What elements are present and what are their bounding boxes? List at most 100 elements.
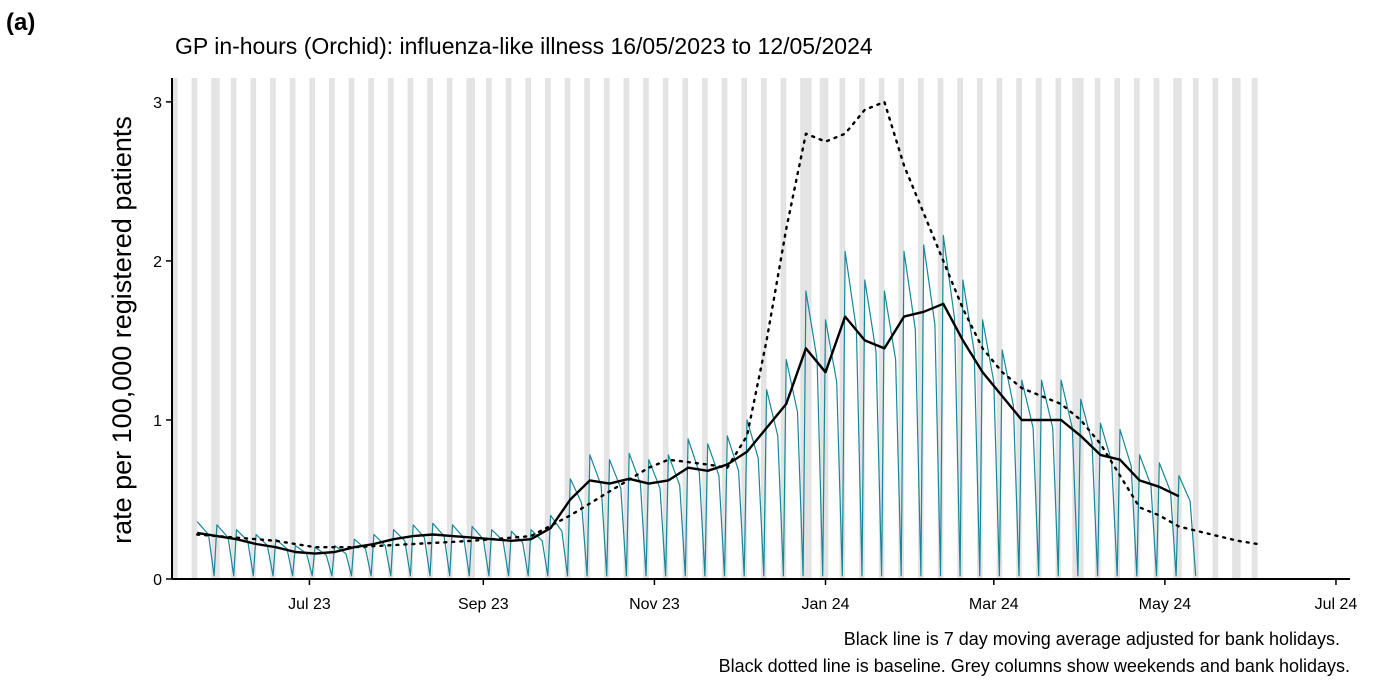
shaded-day	[567, 78, 571, 579]
shaded-day	[1212, 78, 1216, 579]
shaded-day	[643, 78, 647, 579]
y-axis-label: rate per 100,000 registered patients	[107, 116, 137, 544]
shaded-day	[547, 78, 551, 579]
shaded-day	[430, 78, 433, 579]
shaded-day	[1019, 78, 1022, 579]
shaded-day	[216, 78, 220, 579]
shaded-day	[172, 78, 175, 579]
shaded-day	[606, 78, 610, 579]
series-line	[197, 302, 1180, 555]
shaded-day	[191, 78, 195, 579]
shaded-day	[999, 78, 1003, 579]
shaded-day	[584, 78, 588, 579]
x-tick-label: Sep 23	[458, 596, 509, 613]
shaded-day	[960, 78, 963, 579]
axes: 0 1 2 3 Jul 23 Sep 23 Nov 23 Jan 24 Mar 24 May 24…	[153, 78, 1357, 613]
shaded-day	[1094, 78, 1098, 579]
shaded-day	[1232, 78, 1236, 579]
shaded-day	[996, 78, 1000, 579]
shaded-day	[1080, 78, 1084, 579]
shaded-day	[331, 78, 335, 579]
shaded-day	[472, 78, 475, 579]
shaded-day	[230, 78, 234, 579]
shaded-day	[665, 78, 669, 579]
shaded-day	[859, 78, 862, 579]
note: Black dotted line is baseline. Grey colu…	[719, 656, 1350, 676]
shaded-day	[525, 78, 529, 579]
shaded-day	[272, 78, 276, 579]
shaded-day	[174, 78, 178, 579]
shaded-day	[1178, 78, 1182, 579]
shaded-day	[898, 78, 902, 579]
shaded-day	[940, 78, 944, 579]
shaded-day	[976, 78, 980, 579]
shaded-day	[250, 78, 254, 579]
shaded-day	[528, 78, 532, 579]
shaded-day	[878, 78, 882, 579]
y-tick-label: 1	[153, 413, 162, 430]
x-tick-label: Jan 24	[801, 596, 849, 613]
shaded-day	[309, 78, 313, 579]
shaded-day	[626, 78, 630, 579]
shaded-day	[390, 78, 394, 579]
shaded-day	[486, 78, 489, 579]
shaded-day	[819, 78, 823, 579]
shaded-day	[808, 78, 812, 579]
x-tick-label: Mar 24	[969, 596, 1019, 613]
series-line	[196, 234, 1197, 577]
shaded-day	[1254, 78, 1258, 579]
shaded-day	[289, 78, 293, 579]
line-layer	[196, 100, 1259, 577]
shaded-day	[1038, 78, 1042, 579]
shaded-day	[646, 78, 649, 579]
shaded-day	[685, 78, 689, 579]
shaded-day	[1075, 78, 1078, 579]
shaded-day	[253, 78, 257, 579]
shaded-day	[214, 78, 217, 579]
x-tick-label: Jul 23	[288, 596, 331, 613]
shaded-day	[1173, 78, 1177, 579]
shaded-day	[211, 78, 215, 579]
shaded-day	[803, 78, 806, 579]
shaded-day	[1215, 78, 1219, 579]
shaded-day	[702, 78, 705, 579]
shaded-day	[387, 78, 391, 579]
shaded-day	[410, 78, 414, 579]
chart-title: GP in-hours (Orchid): influenza-like ill…	[175, 33, 873, 59]
shaded-day	[469, 78, 473, 579]
shaded-day	[446, 78, 450, 579]
shaded-day	[427, 78, 431, 579]
shaded-day	[1237, 78, 1241, 579]
shaded-day	[901, 78, 905, 579]
shaded-day	[761, 78, 764, 579]
panel-label: (a)	[6, 9, 35, 36]
shaded-day	[587, 78, 590, 579]
x-tick-label: Jul 24	[1315, 596, 1358, 613]
shaded-day	[741, 78, 745, 579]
shaded-day	[368, 78, 372, 579]
shaded-day	[407, 78, 411, 579]
shaded-day	[1035, 78, 1039, 579]
shaded-day	[1016, 78, 1020, 579]
shaded-day	[233, 78, 237, 579]
shaded-day	[623, 78, 627, 579]
y-tick-label: 0	[153, 572, 162, 589]
shaded-day	[783, 78, 787, 579]
shaded-day	[763, 78, 767, 579]
shaded-day	[1195, 78, 1199, 579]
shaded-day	[1156, 78, 1160, 579]
shaded-day	[1192, 78, 1196, 579]
shaded-day	[312, 78, 316, 579]
shaded-day	[508, 78, 512, 579]
x-tick-label: Nov 23	[629, 596, 680, 613]
shaded-day	[194, 78, 198, 579]
shaded-day	[1055, 78, 1059, 579]
shaded-day	[957, 78, 961, 579]
shaded-day	[724, 78, 728, 579]
series-line	[196, 100, 1259, 549]
shaded-day	[488, 78, 492, 579]
shaded-day	[545, 78, 548, 579]
shaded-day	[1058, 78, 1062, 579]
shaded-day	[1072, 78, 1076, 579]
